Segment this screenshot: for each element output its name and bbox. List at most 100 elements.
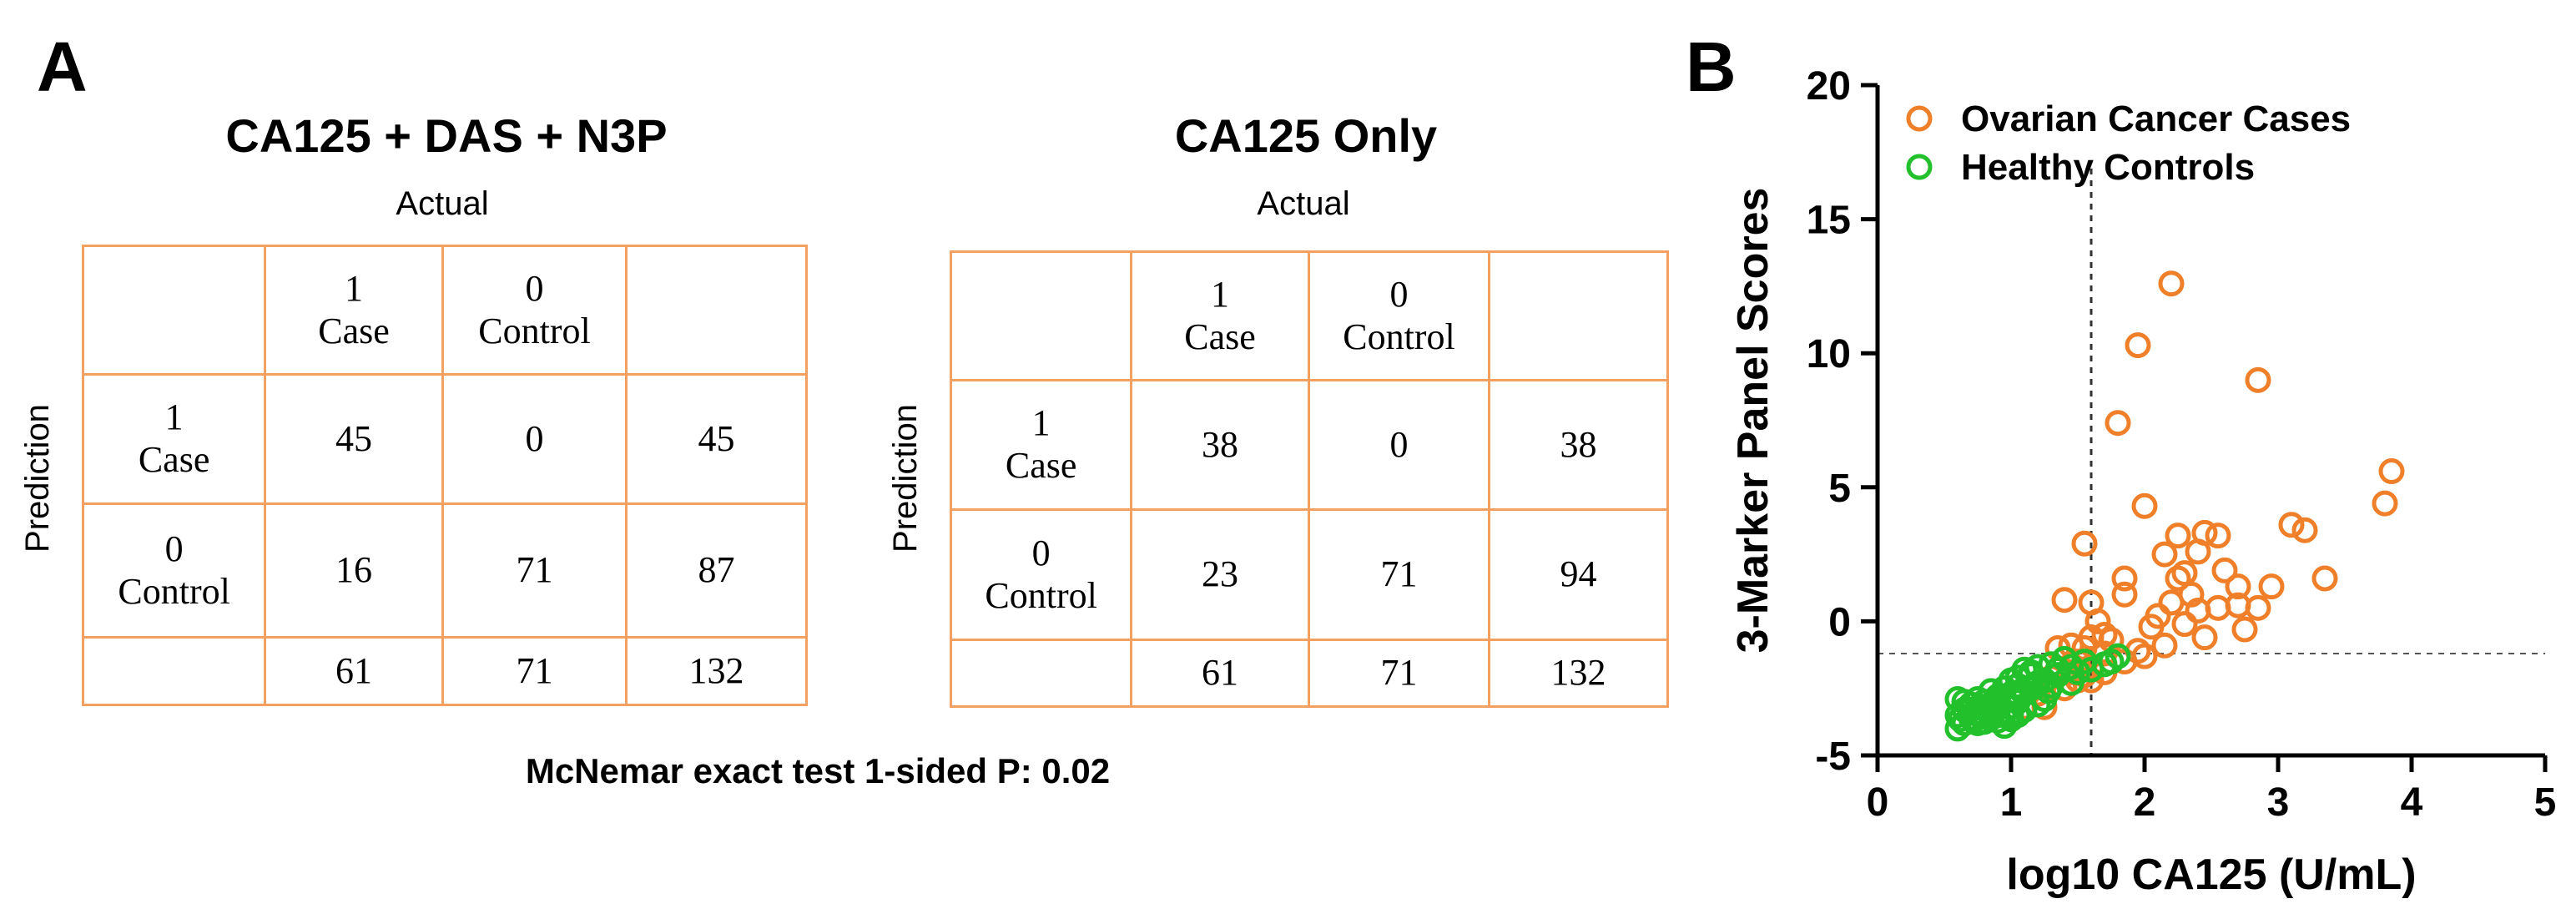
case-point xyxy=(2084,608,2111,634)
y-tick-label: 20 xyxy=(1807,64,1851,109)
legend-marker xyxy=(1906,105,1933,132)
matrix-1-row-label xyxy=(81,636,267,706)
case-point xyxy=(2378,458,2405,485)
matrix-1-cell: 87 xyxy=(625,502,808,639)
matrix-2-cell: 0 xyxy=(1307,379,1491,511)
matrix-2-title: CA125 Only xyxy=(1174,109,1438,162)
control-point xyxy=(2058,654,2084,680)
y-tick-label: 10 xyxy=(1807,332,1851,376)
y-tick-label: 5 xyxy=(1828,467,1851,511)
matrix-1-header-cell: 1 Case xyxy=(264,245,444,376)
case-point xyxy=(2165,523,2191,549)
scatter-legend: Ovarian Cancer Cases Healthy Controls xyxy=(1906,98,2351,188)
case-point xyxy=(2138,614,2165,640)
matrix-1-actual-label: Actual xyxy=(396,185,489,222)
case-point xyxy=(2171,611,2198,638)
case-point xyxy=(2091,621,2118,648)
matrix-1-header-cell xyxy=(81,245,267,376)
scatter-axes: 0 1 2 3 4 5 -5 0 5 10 15 20 log10 CA125 (U/mL) 3-Mark… xyxy=(1736,64,2556,899)
case-point xyxy=(2165,565,2191,592)
control-point xyxy=(2098,649,2125,675)
matrix-1-cell: 45 xyxy=(625,373,808,505)
x-tick-label: 4 xyxy=(2401,780,2423,825)
case-point xyxy=(2158,270,2185,297)
matrix-1-cell: 61 xyxy=(264,636,444,706)
case-point xyxy=(2245,366,2271,393)
control-point xyxy=(2044,656,2071,683)
matrix-1-cell: 71 xyxy=(441,502,628,639)
matrix-2-header-cell xyxy=(1488,250,1669,381)
mcnemar-test-result: McNemar exact test 1-sided P: 0.02 xyxy=(525,751,1111,790)
case-point xyxy=(2225,573,2251,600)
scatter-points xyxy=(1944,270,2405,742)
matrix-1-row-label: 0 Control xyxy=(81,502,267,639)
case-point xyxy=(2231,616,2258,643)
matrix-2-cell: 23 xyxy=(1130,508,1310,641)
matrix-1-cell: 132 xyxy=(625,636,808,706)
x-tick-label: 1 xyxy=(2000,780,2023,825)
matrix-2-header-cell: 1 Case xyxy=(1130,250,1310,381)
control-point xyxy=(1995,703,2022,730)
control-point xyxy=(1969,700,1995,727)
case-point xyxy=(2291,517,2318,543)
case-point xyxy=(2051,587,2078,614)
matrix-2-cell: 71 xyxy=(1307,639,1491,708)
case-point xyxy=(2171,560,2198,587)
matrix-2-cell: 94 xyxy=(1488,508,1669,641)
matrix-2-row-label xyxy=(949,639,1133,708)
legend-label: Ovarian Cancer Cases xyxy=(1961,98,2351,139)
matrix-2-row-label: 0 Control xyxy=(949,508,1133,641)
matrix-1-header-cell xyxy=(625,245,808,376)
control-point xyxy=(2022,671,2049,698)
case-point xyxy=(2131,492,2158,519)
matrix-2-cell: 71 xyxy=(1307,508,1491,641)
case-point xyxy=(2185,598,2211,624)
legend-marker xyxy=(1906,154,1933,180)
matrix-1-cell: 45 xyxy=(264,373,444,505)
control-point xyxy=(2058,669,2084,696)
case-point xyxy=(2225,592,2251,619)
matrix-2-header-cell xyxy=(949,250,1133,381)
x-axis-label: log10 CA125 (U/mL) xyxy=(2006,851,2416,899)
matrix-1-title: CA125 + DAS + N3P xyxy=(225,109,668,162)
y-tick-label: -5 xyxy=(1815,735,1851,779)
matrix-2-cell: 38 xyxy=(1488,379,1669,511)
matrix-1-cell: 71 xyxy=(441,636,628,706)
y-tick-label: 0 xyxy=(1828,600,1851,644)
matrix-1-table: 1 Case 0 Control 1 Case 45 0 45 0 Contro… xyxy=(81,245,808,706)
matrix-1-cell: 0 xyxy=(441,373,628,505)
case-point xyxy=(2125,332,2151,359)
x-tick-label: 5 xyxy=(2534,780,2557,825)
matrix-1-row-label: 1 Case xyxy=(81,373,267,505)
panel-a-letter: A xyxy=(37,28,88,106)
case-point xyxy=(2105,410,2131,437)
case-point xyxy=(2311,565,2338,592)
case-point xyxy=(2111,565,2138,592)
case-point xyxy=(2372,490,2398,517)
matrix-1-cell: 16 xyxy=(264,502,444,639)
matrix-2-cell: 132 xyxy=(1488,639,1669,708)
matrix-2-actual-label: Actual xyxy=(1257,185,1350,222)
matrix-2-cell: 61 xyxy=(1130,639,1310,708)
legend-label: Healthy Controls xyxy=(1961,147,2255,188)
matrix-1-header-cell: 0 Control xyxy=(441,245,628,376)
x-tick-label: 0 xyxy=(1867,780,1889,825)
matrix-2-prediction-label: Prediction xyxy=(887,404,924,553)
scatter-plot: 0 1 2 3 4 5 -5 0 5 10 15 20 log10 CA125 (U/mL) 3-Mark… xyxy=(1736,64,2556,899)
case-point xyxy=(2258,573,2285,600)
panel-b-letter: B xyxy=(1686,28,1737,106)
case-point xyxy=(2185,538,2211,565)
case-point xyxy=(2211,557,2238,583)
case-point xyxy=(2278,512,2305,538)
case-point xyxy=(2205,523,2231,549)
matrix-2-header-cell: 0 Control xyxy=(1307,250,1491,381)
x-tick-label: 3 xyxy=(2267,780,2290,825)
matrix-2-row-label: 1 Case xyxy=(949,379,1133,511)
y-axis-label: 3-Marker Panel Scores xyxy=(1736,188,1777,654)
control-point xyxy=(2035,678,2062,704)
matrix-1-prediction-label: Prediction xyxy=(19,404,56,553)
control-point xyxy=(2105,643,2131,669)
case-point xyxy=(2151,541,2178,568)
matrix-2-cell: 38 xyxy=(1130,379,1310,511)
x-tick-label: 2 xyxy=(2134,780,2156,825)
